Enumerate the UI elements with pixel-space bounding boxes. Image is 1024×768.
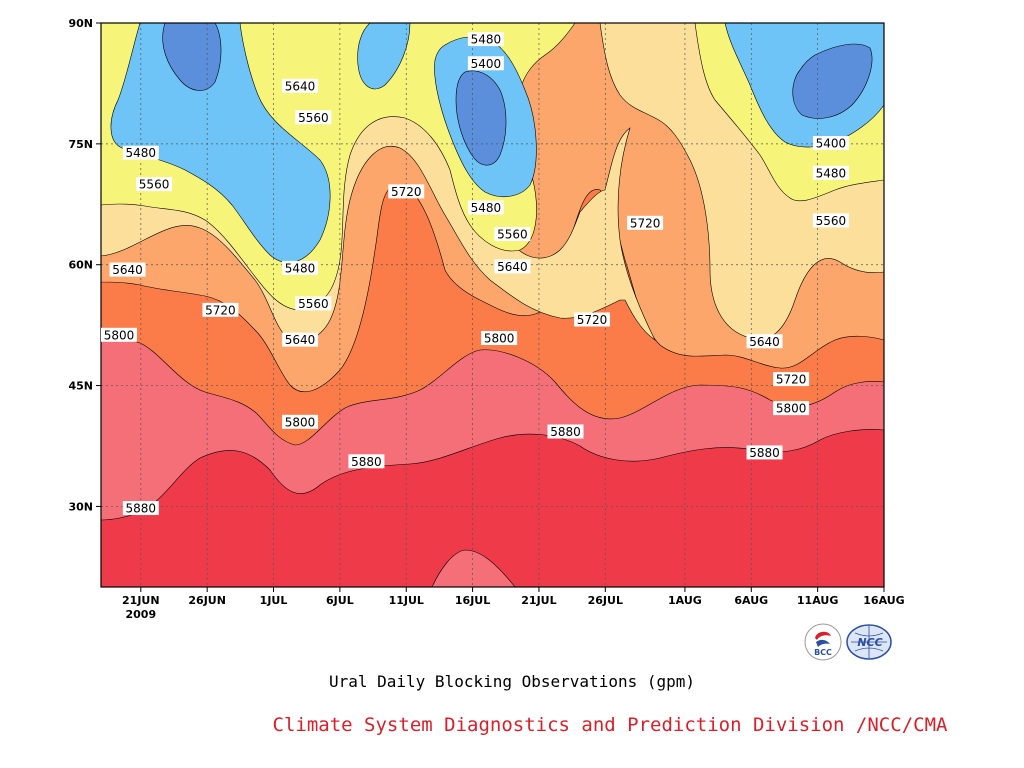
svg-text:NCC: NCC (857, 636, 882, 649)
ncc-logo: NCC (846, 624, 892, 660)
x-tick-label: 16JUL (455, 594, 490, 607)
contour-label-box (295, 296, 332, 311)
contour-label: 5560 (139, 178, 170, 192)
x-tick-label: 1AUG (668, 594, 702, 607)
contour-label-box (547, 424, 584, 439)
contour-label-box (773, 401, 810, 416)
svg-text:BCC: BCC (814, 648, 832, 657)
contour-label-box (136, 177, 173, 192)
contour-label-box (746, 334, 783, 349)
contour-fill-layer (101, 23, 884, 587)
contour-label: 5480 (471, 33, 502, 47)
contour-label: 5880 (550, 425, 581, 439)
contour-label-box (282, 414, 319, 429)
bcc-logo: BCC (804, 623, 842, 661)
x-tick-label: 1JUL (260, 594, 288, 607)
fill-below-5400-center (455, 70, 507, 166)
contour-label: 5640 (112, 263, 143, 277)
contour-label: 5480 (126, 146, 157, 160)
credit-line: Climate System Diagnostics and Predictio… (272, 714, 948, 736)
contour-label-box (812, 213, 849, 228)
chart-title: Ural Daily Blocking Observations (gpm) (328, 672, 696, 691)
contour-label: 5400 (471, 57, 502, 71)
contour-label-box (122, 145, 159, 160)
contour-label: 5560 (497, 228, 528, 242)
contour-label-box (101, 327, 137, 342)
x-tick-label: 21JUN (122, 594, 160, 607)
contour-label: 5560 (298, 111, 329, 125)
contour-label: 5880 (749, 446, 780, 460)
y-tick-label: 90N (68, 17, 93, 30)
fill-below-5400-east (792, 43, 873, 119)
y-tick-label: 45N (68, 380, 93, 393)
x-tick-label: 11JUL (389, 594, 424, 607)
contour-label: 5640 (285, 79, 316, 93)
plot-frame (100, 22, 885, 588)
contour-label-box (282, 78, 319, 93)
contour-label: 5640 (285, 333, 316, 347)
contour-label: 5720 (205, 303, 236, 317)
x-tick-label: 26JUN (188, 594, 226, 607)
contour-label-box (282, 332, 319, 347)
contour-label: 5480 (285, 261, 316, 275)
contour-label-box (202, 302, 239, 317)
fill-below-5400-west (162, 23, 222, 91)
contour-label: 5720 (577, 313, 608, 327)
contour-label-box (746, 445, 783, 460)
contour-label-box (467, 32, 504, 47)
y-tick-label: 75N (68, 138, 93, 151)
contour-label-box (348, 454, 385, 469)
contour-label-box (494, 259, 531, 274)
x-tick-label: 6AUG (734, 594, 768, 607)
y-tick-label: 30N (68, 500, 93, 513)
contour-label-box (773, 372, 810, 387)
contour-label-box (467, 200, 504, 215)
y-axis: 30N 45N 60N 75N 90N (68, 17, 101, 513)
fill-5400-5480-west (110, 23, 331, 263)
contour-label-box (295, 110, 332, 125)
x-tick-label: 6JUL (326, 594, 354, 607)
x-tick-label: 21JUL (521, 594, 556, 607)
contour-label-box (467, 56, 504, 71)
contour-label: 5720 (776, 373, 807, 387)
contour-label: 5880 (351, 455, 382, 469)
contour-label-box (574, 312, 611, 327)
y-tick-label: 60N (68, 259, 93, 272)
contour-label: 5400 (816, 137, 847, 151)
contour-label: 5480 (471, 201, 502, 215)
contour-label-box (812, 136, 849, 151)
contour-label: 5640 (749, 335, 780, 349)
contour-label: 5560 (298, 297, 329, 311)
contour-label: 5800 (104, 328, 135, 342)
contour-label-box (109, 262, 146, 277)
contour-label-box (481, 331, 518, 346)
contour-label: 5720 (630, 216, 661, 230)
contour-label-box (627, 215, 664, 230)
contour-label: 5880 (126, 502, 157, 516)
contour-label: 5800 (285, 415, 316, 429)
contour-label: 5640 (497, 260, 528, 274)
contour-label-box (122, 501, 159, 516)
fill-5800-5880-south-bump (431, 549, 516, 587)
contour-label-box (388, 184, 425, 199)
contour-label: 5480 (816, 166, 847, 180)
x-tick-label: 26JUL (588, 594, 623, 607)
x-tick-label: 11AUG (797, 594, 838, 607)
contour-label-box (812, 165, 849, 180)
contour-label: 5560 (816, 214, 847, 228)
contour-labels: 5480 5560 5640 5720 5800 5880 5640 5560 5480 5560… (101, 32, 849, 516)
contour-label-box (494, 227, 531, 242)
contour-label: 5720 (391, 185, 422, 199)
contour-label-box (282, 260, 319, 275)
contour-label: 5800 (484, 332, 515, 346)
contour-label: 5800 (776, 402, 807, 416)
x-tick-label: 16AUG (863, 594, 904, 607)
x-year-label: 2009 (126, 608, 157, 621)
